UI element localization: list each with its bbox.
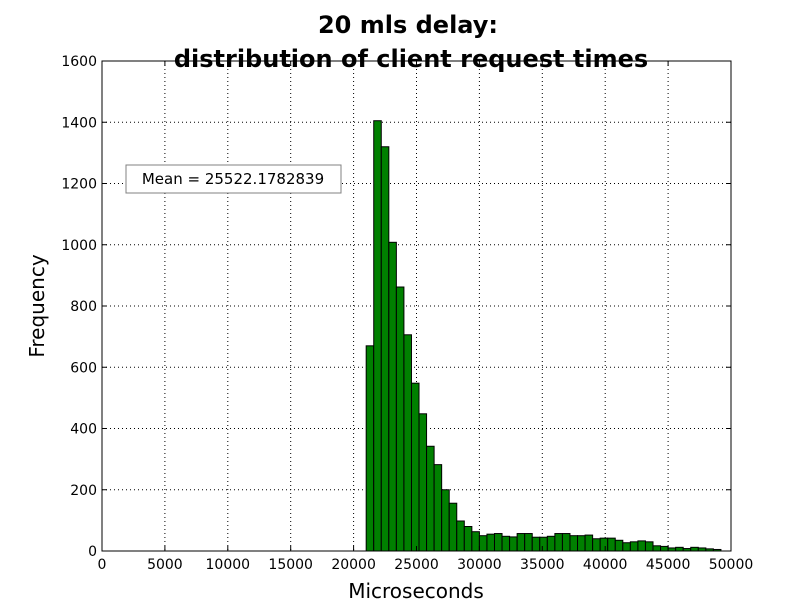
chart-title-line-1: 20 mls delay: — [318, 11, 498, 39]
y-tick-label: 1000 — [61, 238, 97, 254]
histogram-bar — [644, 541, 654, 552]
histogram-bar — [614, 539, 624, 552]
chart-title-line-2: distribution of client request times — [174, 45, 648, 73]
histogram-bar — [486, 533, 495, 552]
x-tick-label: 0 — [98, 557, 107, 573]
histogram-bar — [569, 535, 579, 552]
mean-annotation-box — [125, 164, 342, 194]
histogram-bar — [675, 546, 684, 552]
histogram-bar — [373, 120, 382, 552]
x-tick-label: 15000 — [268, 557, 313, 573]
histogram-bar — [493, 533, 503, 552]
x-tick-label: 25000 — [394, 557, 439, 573]
y-tick-label: 1400 — [61, 115, 97, 131]
histogram-bar — [546, 535, 556, 552]
x-tick-label: 50000 — [709, 557, 754, 573]
histogram-bar — [463, 526, 473, 552]
histogram-bar — [501, 535, 511, 552]
histogram-bar — [607, 537, 616, 552]
x-tick-label: 10000 — [206, 557, 251, 573]
x-tick-label: 40000 — [583, 557, 628, 573]
x-tick-label: 35000 — [520, 557, 565, 573]
y-tick-label: 1200 — [61, 177, 97, 193]
histogram-bar — [622, 542, 631, 552]
histogram-bar — [531, 536, 541, 552]
histogram-bar — [509, 536, 518, 552]
histogram-bar — [561, 533, 571, 552]
histogram-bar — [418, 413, 428, 552]
histogram-bar — [410, 382, 420, 552]
histogram-bar — [456, 520, 465, 552]
x-tick-label: 20000 — [331, 557, 376, 573]
histogram-bar — [554, 533, 563, 552]
histogram-bar — [395, 286, 405, 552]
histogram-bar — [388, 241, 397, 552]
y-tick-label: 400 — [70, 422, 97, 438]
histogram-bars — [365, 120, 722, 552]
mean-annotation-text: Mean = 25522.1782839 — [142, 170, 324, 188]
x-tick-label: 45000 — [646, 557, 691, 573]
y-axis-title: Frequency — [25, 254, 49, 357]
x-tick-label: 5000 — [147, 557, 183, 573]
histogram-bar — [471, 531, 480, 552]
histogram-bar — [629, 541, 639, 552]
histogram-bar — [539, 536, 548, 552]
histogram-bar — [599, 537, 609, 552]
histogram-bar — [433, 464, 443, 552]
histogram-bar — [365, 345, 375, 552]
y-tick-label: 200 — [70, 483, 97, 499]
y-tick-label: 800 — [70, 299, 97, 315]
histogram-bar — [660, 545, 669, 552]
histogram-bar — [652, 545, 662, 552]
histogram-bar — [448, 502, 458, 552]
y-tick-label: 0 — [88, 544, 97, 560]
histogram-bar — [524, 533, 533, 552]
histogram-bar — [478, 535, 488, 552]
y-tick-label: 600 — [70, 360, 97, 376]
histogram-bar — [380, 146, 390, 552]
histogram-bar — [584, 534, 594, 552]
x-tick-label: 30000 — [457, 557, 502, 573]
histogram-bar — [403, 334, 412, 552]
axis-ticks: 0 5000 10000 15000 20000 25000 30000 35000 40000… — [61, 54, 753, 573]
histogram-bar — [690, 546, 699, 552]
histogram-bar — [637, 540, 646, 552]
histogram-bar — [516, 533, 526, 552]
histogram-bar — [577, 535, 586, 552]
histogram-bar — [441, 489, 450, 552]
histogram-bar — [592, 538, 601, 552]
y-tick-label: 1600 — [61, 54, 97, 70]
histogram-bar — [426, 445, 435, 552]
x-axis-title: Microseconds — [348, 579, 484, 603]
